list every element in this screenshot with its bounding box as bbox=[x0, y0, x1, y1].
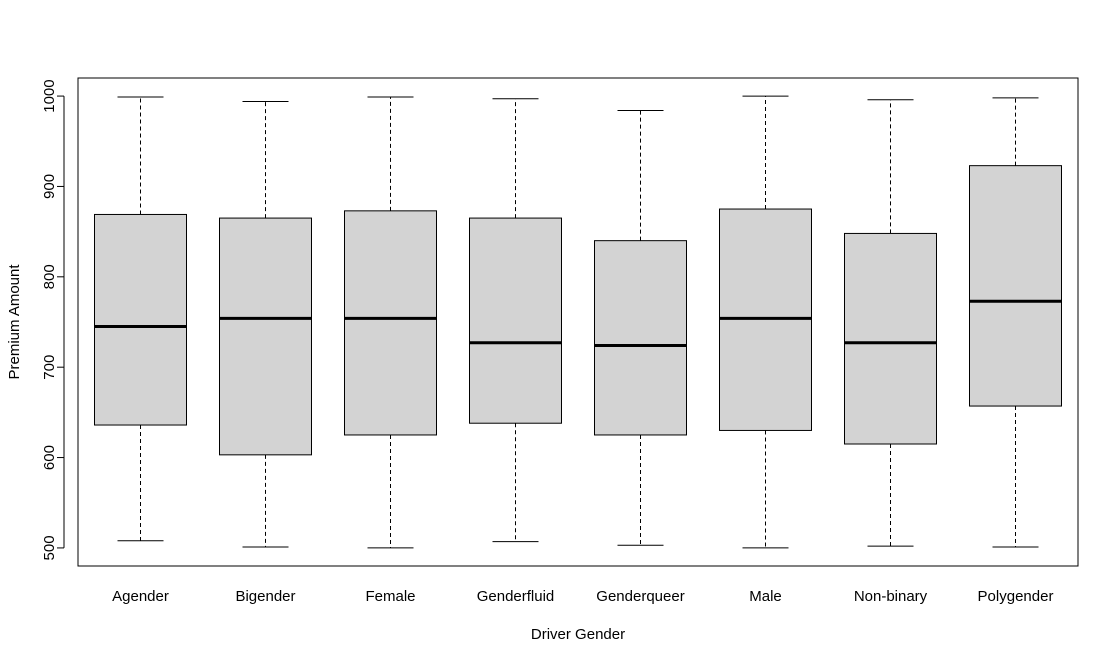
y-tick-label: 1000 bbox=[41, 79, 58, 112]
box-genderfluid bbox=[469, 98, 562, 543]
iqr-box bbox=[469, 217, 562, 424]
box-agender bbox=[94, 96, 187, 542]
plot-frame bbox=[77, 77, 1079, 567]
box-polygender bbox=[969, 97, 1062, 548]
iqr-box bbox=[594, 240, 687, 436]
x-tick-label: Bigender bbox=[235, 588, 295, 605]
x-tick-label: Genderqueer bbox=[596, 588, 684, 605]
x-tick-label: Male bbox=[749, 588, 782, 605]
iqr-box bbox=[94, 213, 187, 426]
y-tick-label: 700 bbox=[41, 355, 58, 380]
x-tick-label: Agender bbox=[112, 588, 169, 605]
iqr-box bbox=[844, 232, 937, 445]
box-non-binary bbox=[844, 99, 937, 547]
y-tick-label: 800 bbox=[41, 264, 58, 289]
y-tick-label: 500 bbox=[41, 535, 58, 560]
box-female bbox=[344, 96, 437, 549]
x-tick-label: Female bbox=[365, 588, 415, 605]
box-genderqueer bbox=[594, 110, 687, 546]
y-axis: 500 600 700 800 900 1000 bbox=[41, 79, 65, 560]
y-tick-label: 600 bbox=[41, 445, 58, 470]
x-axis: Agender Bigender Female Genderfluid Genderqu… bbox=[112, 588, 1053, 605]
iqr-box bbox=[969, 165, 1062, 407]
iqr-box bbox=[344, 210, 437, 436]
box-male bbox=[719, 95, 812, 549]
y-axis-title: Premium Amount bbox=[6, 264, 23, 380]
x-tick-label: Non-binary bbox=[854, 588, 928, 605]
boxes-group bbox=[94, 95, 1062, 549]
iqr-box bbox=[219, 217, 312, 456]
x-tick-label: Genderfluid bbox=[477, 588, 555, 605]
x-tick-label: Polygender bbox=[978, 588, 1054, 605]
x-axis-title: Driver Gender bbox=[531, 626, 625, 643]
y-tick-label: 900 bbox=[41, 174, 58, 199]
box-bigender bbox=[219, 100, 312, 548]
